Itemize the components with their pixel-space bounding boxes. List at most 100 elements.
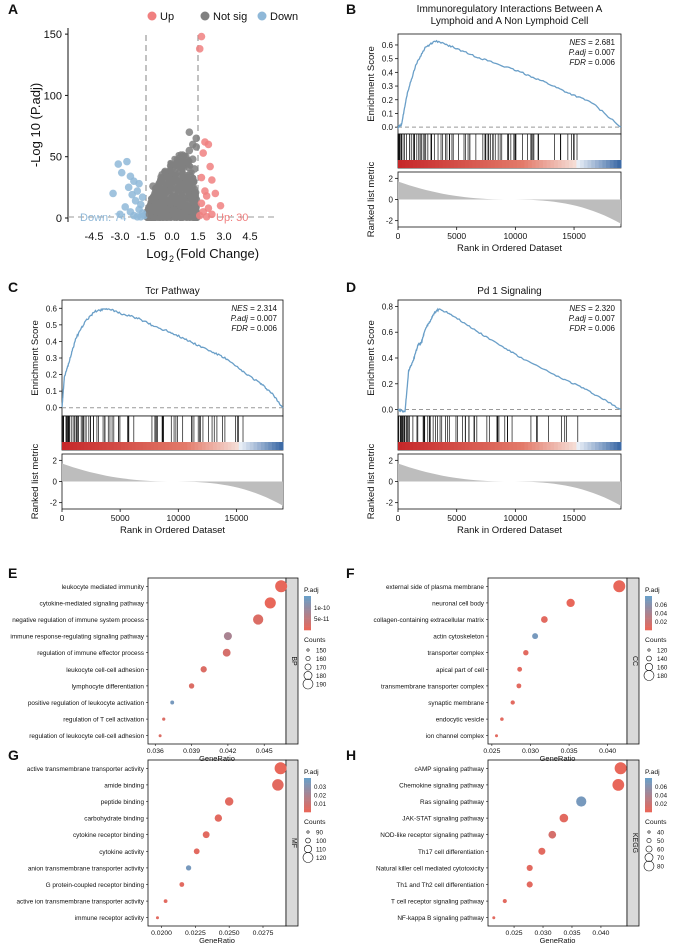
term-dot <box>224 797 234 806</box>
point-notsig <box>149 182 157 190</box>
colorbar-cell <box>304 607 311 610</box>
heat-cell <box>572 160 577 168</box>
x-tick-label: 0.040 <box>599 748 616 755</box>
heat-cell <box>602 160 607 168</box>
heat-cell <box>498 442 503 450</box>
heat-cell <box>279 442 284 450</box>
size-legend-marker <box>306 648 310 652</box>
term-dot <box>500 717 504 721</box>
facet-strip <box>285 759 299 927</box>
stat-text: NES = 2.320 <box>569 304 615 313</box>
heat-cell <box>487 160 492 168</box>
enrichment-curve <box>61 307 284 409</box>
colorbar-tick-label: 0.03 <box>314 784 327 791</box>
heat-cell <box>87 442 92 450</box>
term-dot <box>158 734 162 738</box>
term-dot <box>526 881 533 888</box>
term-label: negative regulation of immune system pro… <box>12 617 144 624</box>
colorbar-tick-label: 0.06 <box>655 784 668 791</box>
term-label: neuronal cell body <box>432 600 485 607</box>
heat-cell <box>253 442 258 450</box>
heat-cell <box>216 442 221 450</box>
panel-letter-g: G <box>8 747 19 763</box>
size-legend-marker <box>303 844 313 854</box>
heat-cell <box>576 160 581 168</box>
heat-cell <box>476 442 481 450</box>
panel-letter-e: E <box>8 565 17 581</box>
term-label: collagen-containing extracellular matrix <box>374 617 485 624</box>
heat-cell <box>461 160 466 168</box>
term-label: immune response-regulating signaling pat… <box>10 634 144 641</box>
x-tick-label: 0 <box>396 513 401 523</box>
point-notsig <box>161 167 169 176</box>
x-axis-title-sub: 2 <box>169 254 174 264</box>
y-tick-label: 0.8 <box>382 302 394 311</box>
size-legend-label: 80 <box>657 864 664 871</box>
point-up <box>208 176 216 184</box>
heat-cell <box>528 442 533 450</box>
heat-cell <box>565 442 570 450</box>
colorbar-cell <box>645 623 652 626</box>
colorbar-cell <box>304 810 311 813</box>
colorbar-cell <box>304 613 311 615</box>
heat-cell <box>416 160 421 168</box>
x-tick-label: -4.5 <box>85 231 104 243</box>
point-down <box>123 157 131 166</box>
heat-cell <box>502 442 507 450</box>
heat-cell <box>472 160 477 168</box>
point-notsig <box>189 155 197 163</box>
heat-cell <box>260 442 266 450</box>
point-down <box>121 203 129 211</box>
x-tick-label: 10000 <box>166 513 190 523</box>
point-down <box>138 193 147 201</box>
heat-cell <box>220 442 225 450</box>
heat-cell <box>450 442 455 450</box>
colorbar-tick-label: 1e-10 <box>314 605 330 612</box>
colorbar-cell <box>304 806 311 809</box>
colorbar-cell <box>304 788 311 791</box>
x-tick-label: 0.0250 <box>219 930 240 937</box>
heat-cell <box>446 442 451 450</box>
size-legend-label: 120 <box>657 648 668 655</box>
heat-cell <box>461 442 466 450</box>
legend-label: Up <box>160 11 174 23</box>
colorbar-cell <box>304 796 311 799</box>
term-label: Ras signaling pathway <box>420 799 485 806</box>
colorbar-cell <box>304 623 311 626</box>
colorbar-cell <box>645 791 652 794</box>
term-dot <box>275 580 288 593</box>
heat-cell <box>154 442 159 450</box>
heat-cell <box>580 442 585 450</box>
heat-cell <box>183 442 188 450</box>
metric-area <box>398 181 621 224</box>
term-dot <box>170 700 175 705</box>
heat-cell <box>80 442 85 450</box>
colorbar-tick-label: 0.02 <box>655 801 668 808</box>
x-tick-label: 10000 <box>504 513 528 523</box>
chart-title: Tcr Pathway <box>145 286 199 297</box>
gsea-panel-c: Tcr Pathway 0.0 0.1 0.2 0.3 0.4 0.5 0.6 NES = 2.… <box>30 286 284 536</box>
metric-axis-title: Ranked list metric <box>366 162 377 238</box>
point-notsig <box>164 173 173 182</box>
colorbar-cell <box>645 805 652 808</box>
x-tick-label: 3.0 <box>216 231 231 243</box>
heat-cell <box>420 442 425 450</box>
colorbar-cell <box>645 609 652 612</box>
colorbar-cell <box>304 626 311 629</box>
y-tick-label: 0.6 <box>46 304 58 313</box>
metric-area <box>398 463 621 506</box>
heat-cell <box>524 442 529 450</box>
facet-label: MF <box>290 838 297 848</box>
heat-cell <box>84 442 89 450</box>
heat-cell <box>427 442 432 450</box>
colorbar-cell <box>645 798 652 801</box>
heat-cell <box>275 442 280 450</box>
colorbar-cell <box>304 606 311 609</box>
term-dot <box>214 814 223 822</box>
term-label: NOD-like receptor signaling pathway <box>380 832 485 839</box>
heat-cell <box>494 442 499 450</box>
colorbar-cell <box>304 781 311 784</box>
colorbar-cell <box>645 788 652 791</box>
heat-cell <box>580 160 585 168</box>
colorbar-cell <box>645 801 652 804</box>
